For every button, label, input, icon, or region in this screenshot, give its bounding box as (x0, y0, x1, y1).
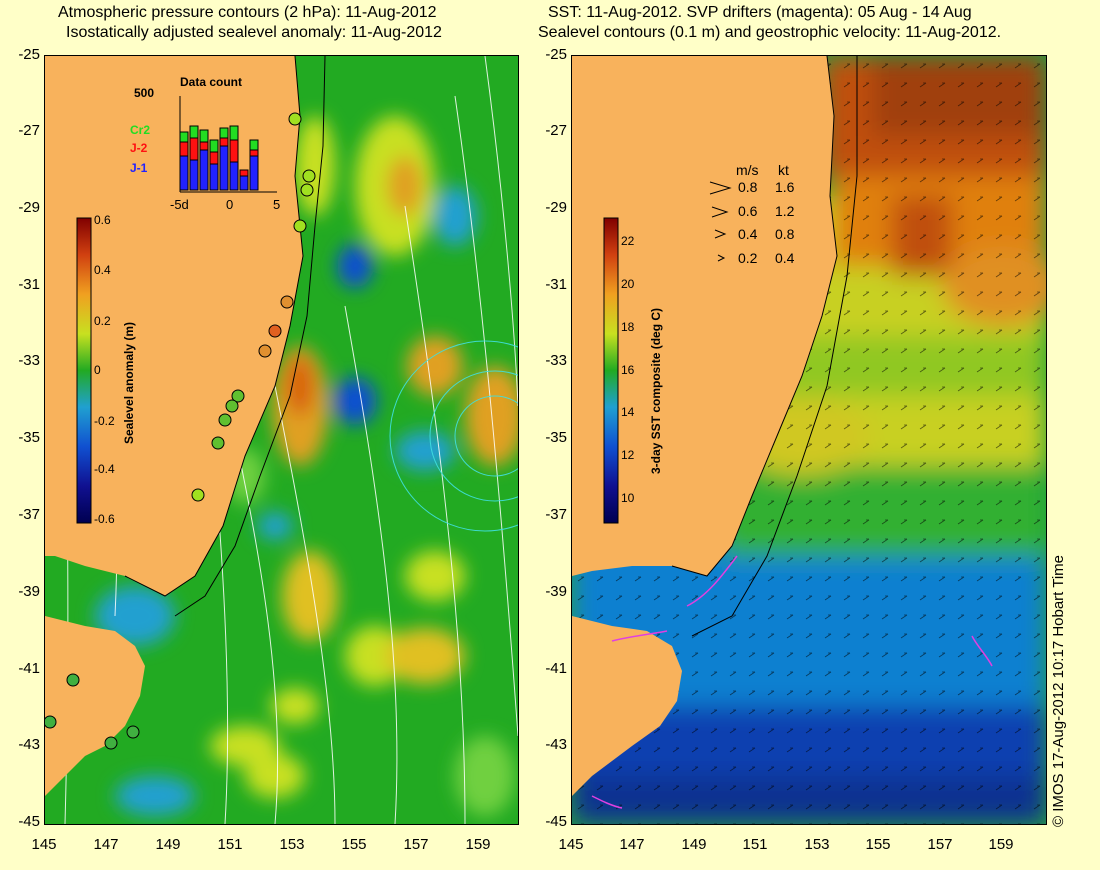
right-x-tick-1: 147 (619, 836, 645, 853)
right-y-tick-6: -37 (545, 506, 567, 523)
right-y-tick-8: -41 (545, 660, 567, 677)
left-x-tick-6: 157 (403, 836, 429, 853)
data-count-title: Data count (180, 75, 243, 89)
right-y-tick-7: -39 (545, 583, 567, 600)
sla-colorbar-tick-5: -0.4 (94, 462, 115, 476)
left-x-tick-7: 159 (465, 836, 491, 853)
data-count-series-j1: J-1 (130, 161, 148, 175)
right-title-line-1: SST: 11-Aug-2012. SVP drifters (magenta)… (548, 4, 972, 21)
right-y-tick-5: -35 (545, 429, 567, 446)
sst-map (572, 56, 1046, 824)
sst-colorbar-label: 3-day SST composite (deg C) (649, 307, 663, 474)
sst-colorbar (603, 217, 619, 524)
data-count-x-label-0: -5d (170, 197, 189, 212)
sst-map-panel (571, 55, 1047, 825)
left-y-tick-10: -45 (18, 813, 40, 830)
data-count-series-j2: J-2 (130, 141, 148, 155)
left-x-tick-5: 155 (341, 836, 367, 853)
right-x-tick-6: 157 (927, 836, 953, 853)
left-y-tick-9: -43 (18, 736, 40, 753)
data-count-x-label-2: 5 (273, 197, 281, 212)
sla-colorbar-label: Sealevel anomaly (m) (122, 321, 136, 444)
left-y-tick-8: -41 (18, 660, 40, 677)
right-y-tick-4: -33 (545, 352, 567, 369)
left-y-tick-2: -29 (18, 199, 40, 216)
left-x-tick-1: 147 (93, 836, 119, 853)
left-y-tick-3: -31 (18, 276, 40, 293)
right-x-tick-4: 153 (804, 836, 830, 853)
right-x-tick-7: 159 (988, 836, 1014, 853)
data-count-series-cr2: Cr2 (130, 123, 151, 137)
sst-colorbar-tick-2: 18 (621, 320, 635, 334)
sst-colorbar-tick-1: 20 (621, 277, 635, 291)
right-y-tick-2: -29 (545, 199, 567, 216)
right-y-tick-1: -27 (545, 122, 567, 139)
right-x-tick-5: 155 (865, 836, 891, 853)
left-y-tick-0: -25 (18, 46, 40, 63)
left-y-tick-4: -33 (18, 352, 40, 369)
sla-map-panel (44, 55, 519, 825)
data-count-bars (179, 125, 259, 191)
sla-colorbar-tick-6: -0.6 (94, 512, 115, 526)
right-x-tick-3: 151 (742, 836, 768, 853)
right-x-tick-0: 145 (558, 836, 584, 853)
drifter-tracks (591, 555, 993, 809)
sla-colorbar-tick-0: 0.6 (94, 213, 111, 227)
data-count-x-label-1: 0 (226, 197, 234, 212)
velocity-legend-chevrons (709, 181, 732, 262)
velocity-legend-row-1-ms: 0.6 (738, 203, 758, 219)
sla-colorbar-tick-2: 0.2 (94, 314, 111, 328)
velocity-legend-row-3-ms: 0.2 (738, 250, 758, 266)
right-x-tick-2: 149 (681, 836, 707, 853)
sst-colorbar-tick-5: 12 (621, 448, 635, 462)
right-y-tick-10: -45 (545, 813, 567, 830)
sst-colorbar-tick-4: 14 (621, 405, 635, 419)
velocity-legend-row-0-kt: 1.6 (775, 179, 795, 195)
sst-colorbar-tick-0: 22 (621, 234, 635, 248)
sla-colorbar (76, 217, 92, 524)
sla-colorbar-tick-4: -0.2 (94, 414, 115, 428)
right-y-tick-3: -31 (545, 276, 567, 293)
left-x-tick-4: 153 (279, 836, 305, 853)
data-count-max: 500 (134, 86, 155, 100)
imos-credit: © IMOS 17-Aug-2012 10:17 Hobart Time (1050, 554, 1067, 827)
left-y-tick-5: -35 (18, 429, 40, 446)
left-y-tick-6: -37 (18, 506, 40, 523)
sla-map (45, 56, 518, 824)
left-y-tick-7: -39 (18, 583, 40, 600)
velocity-legend-row-2-kt: 0.8 (775, 226, 795, 242)
velocity-legend-row-1-kt: 1.2 (775, 203, 795, 219)
velocity-legend-row-0-ms: 0.8 (738, 179, 758, 195)
right-title-line-2: Sealevel contours (0.1 m) and geostrophi… (538, 24, 1002, 41)
left-x-tick-3: 151 (217, 836, 243, 853)
right-y-tick-0: -25 (545, 46, 567, 63)
left-y-tick-1: -27 (18, 122, 40, 139)
left-title-line-1: Atmospheric pressure contours (2 hPa): 1… (58, 4, 437, 21)
left-title-line-2: Isostatically adjusted sealevel anomaly:… (66, 24, 442, 41)
left-x-tick-0: 145 (31, 836, 57, 853)
right-y-tick-9: -43 (545, 736, 567, 753)
velocity-legend-header-ms: m/s (736, 162, 759, 178)
sla-colorbar-tick-1: 0.4 (94, 263, 111, 277)
velocity-legend-row-3-kt: 0.4 (775, 250, 795, 266)
sst-colorbar-tick-6: 10 (621, 491, 635, 505)
left-x-tick-2: 149 (155, 836, 181, 853)
sla-colorbar-tick-3: 0 (94, 363, 101, 377)
velocity-legend-row-2-ms: 0.4 (738, 226, 758, 242)
sst-colorbar-tick-3: 16 (621, 363, 635, 377)
velocity-legend-header-kt: kt (778, 162, 789, 178)
